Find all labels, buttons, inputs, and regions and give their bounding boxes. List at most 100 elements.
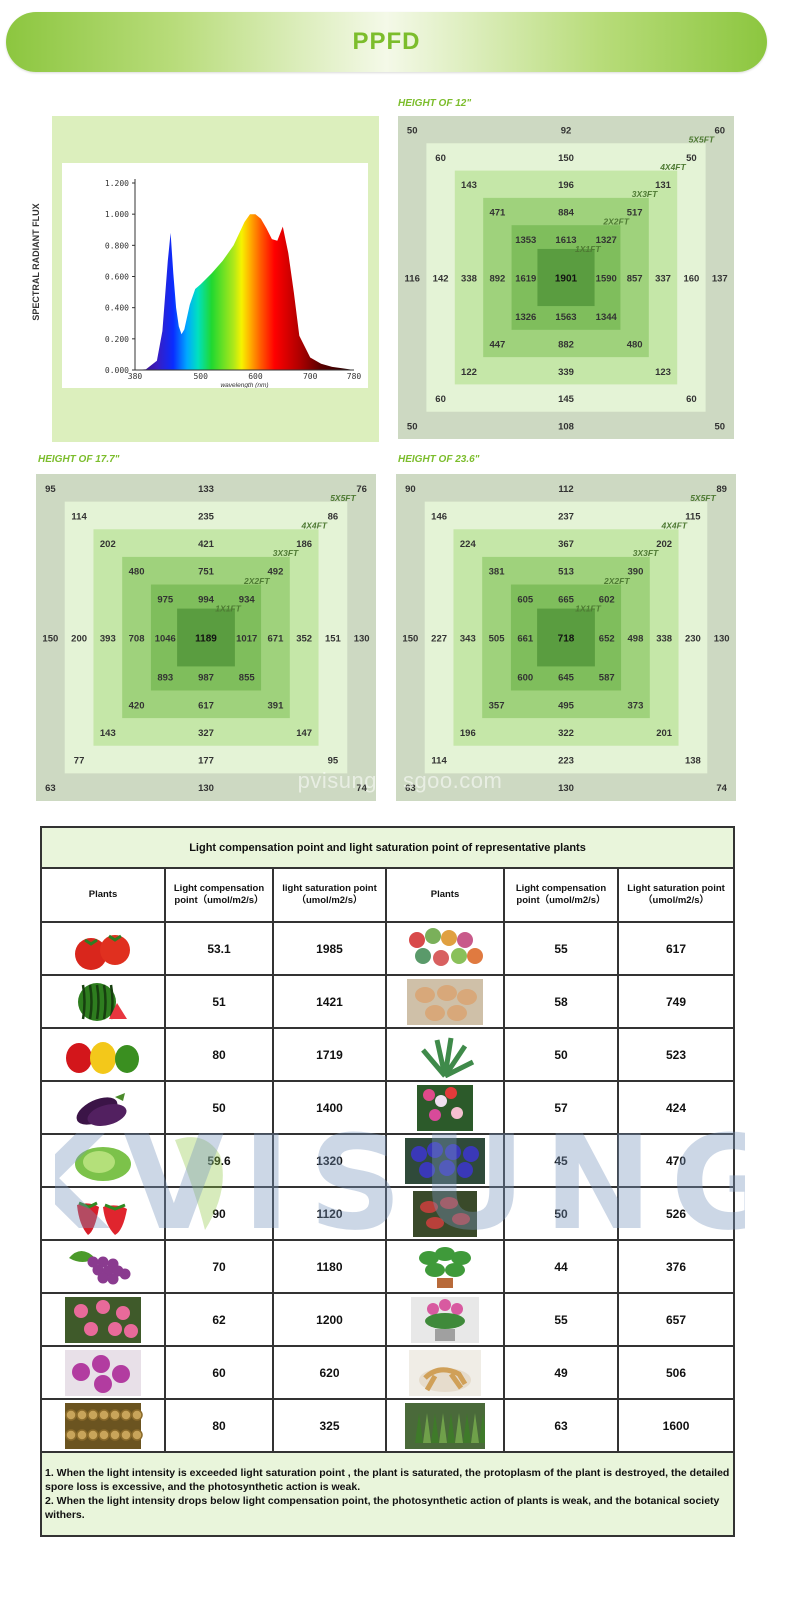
ppfd-center-cell (537, 608, 595, 667)
ppfd-ring-size-label: 1X1FT (575, 603, 601, 613)
lettuce-image (63, 1137, 143, 1184)
compensation-cell-right: 55 (503, 921, 619, 976)
saturation-cell-left: 1120 (272, 1186, 387, 1241)
ppfd-value-right: 151 (325, 634, 342, 645)
spectrum-x-tick-label: 780 (347, 372, 362, 381)
compensation-cell-right: 44 (503, 1239, 619, 1294)
saturation-cell-left: 620 (272, 1345, 387, 1400)
saturation-cell-left: 325 (272, 1398, 387, 1453)
ppfd-value-top-right: 517 (627, 208, 643, 219)
ppfd-value-right: 338 (656, 634, 672, 645)
ppfd-value-center: 1901 (555, 274, 578, 285)
ppfd-value-bottom-left: 1326 (515, 312, 536, 323)
ppfd-center-cell (177, 608, 235, 667)
plant-image-cell-right (385, 1186, 505, 1241)
ppfd-value-center: 718 (558, 634, 575, 645)
ppfd-value-bottom-right: 855 (239, 673, 256, 684)
aloe-image (405, 1031, 485, 1078)
ppfd-value-top-left: 605 (517, 594, 534, 605)
ppfd-value-bottom-left: 63 (405, 783, 416, 794)
ppfd-value-top-right: 89 (716, 484, 727, 495)
table-notes: 1. When the light intensity is exceeded … (39, 1451, 736, 1537)
ppfd-value-bottom-left: 143 (100, 728, 116, 739)
tomato-image (63, 925, 143, 972)
ppfd-value-top-left: 146 (431, 511, 447, 522)
ppfd-value-bottom-right: 373 (628, 700, 644, 711)
ppfd-value-top-left: 224 (460, 539, 477, 550)
table-row: 80 325 63 1600 (40, 1398, 736, 1453)
table-row: 90 1120 50 526 (40, 1186, 736, 1241)
succulents-image (405, 925, 485, 972)
ppfd-value-top-right: 602 (599, 594, 615, 605)
ppfd-value-top-right: 115 (685, 511, 701, 522)
ppfd-value-right: 137 (712, 274, 728, 285)
header-compensation-left: Light compensation point（umol/m2/s） (164, 867, 274, 923)
ppfd-value-top-right: 76 (356, 484, 367, 495)
ppfd-value-top-left: 471 (489, 208, 506, 219)
page-title: PPFD (352, 28, 421, 55)
ppfd-value-bottom-left: 420 (129, 700, 145, 711)
ppfd-value-left: 393 (100, 634, 116, 645)
spectrum-y-tick-label: 1.000 (105, 210, 129, 219)
ppfd-value-left: 150 (402, 634, 418, 645)
ppfd-value-top-right: 60 (715, 126, 726, 137)
ppfd-value-bottom: 130 (558, 783, 574, 794)
ppfd-value-left: 116 (405, 274, 420, 285)
spectrum-x-tick-label: 600 (248, 372, 263, 381)
saturation-cell-right: 657 (616, 1292, 736, 1347)
ppfd-value-left: 150 (42, 634, 58, 645)
ppfd-value-bottom: 177 (198, 756, 214, 767)
ppfd-value-top-right: 934 (239, 594, 256, 605)
ppfd-value-bottom-left: 357 (489, 700, 505, 711)
saturation-cell-right: 424 (616, 1080, 736, 1135)
table-header-row: Plants Light compensation point（umol/m2/… (40, 867, 736, 923)
gladiolus-image (417, 1084, 473, 1131)
saturation-cell-left: 1400 (272, 1080, 387, 1135)
ppfd-value-top-right: 50 (686, 153, 697, 164)
compensation-cell-left: 59.6 (164, 1133, 274, 1188)
ppfd-value-bottom: 645 (558, 673, 575, 684)
saturation-cell-left: 1985 (272, 921, 387, 976)
ppfd-value-right: 671 (268, 634, 285, 645)
african-violet-image (405, 1137, 485, 1184)
ppfd-value-top: 367 (558, 539, 574, 550)
plant-image-cell-left (40, 1133, 166, 1188)
ppfd-ring-size-label: 2X2FT (602, 217, 629, 227)
ppfd-value-bottom: 987 (198, 673, 214, 684)
compensation-cell-right: 58 (503, 974, 619, 1029)
orchid-image (65, 1349, 141, 1396)
ppfd-ring-size-label: 4X4FT (300, 521, 327, 531)
ppfd-value-bottom-right: 138 (685, 756, 701, 767)
spectrum-y-axis-label: SPECTRAL RADIANT FLUX (31, 203, 41, 321)
table-row: 62 1200 55 657 (40, 1292, 736, 1347)
ppfd-ring-size-label: 5X5FT (690, 493, 716, 503)
ppfd-value-right: 1017 (236, 634, 257, 645)
ppfd-value-left: 505 (489, 634, 506, 645)
ppfd-value-right: 160 (683, 274, 699, 285)
strawberry-image (63, 1190, 143, 1237)
plant-image-cell-right (385, 1239, 505, 1294)
header-saturation-left: light saturation point（umol/m2/s） (272, 867, 387, 923)
ppfd-value-top-left: 50 (407, 126, 418, 137)
spectrum-chart: 0.000 0.200 0.400 0.600 0.800 1.000 1.200 380 50… (62, 163, 368, 389)
header-plants-left: Plants (40, 867, 166, 923)
ppfd-ring-size-label: 4X4FT (660, 521, 687, 531)
ppfd-value-left: 142 (433, 274, 449, 285)
plant-image-cell-left (40, 974, 166, 1029)
ppfd-value-top-left: 95 (45, 484, 56, 495)
plant-image-cell-right (385, 974, 505, 1029)
ppfd-value-right: 652 (599, 634, 615, 645)
ppfd-value-bottom-right: 391 (268, 700, 285, 711)
ppfd-ring-size-label: 1X1FT (575, 244, 601, 254)
ppfd-value-left: 892 (489, 274, 505, 285)
ppfd-grid-svg: 90 112 89 150 130 63 130 74 5X5FT 146 237 115 227 230… (396, 474, 736, 801)
ppfd-value-bottom-right: 95 (328, 756, 339, 767)
ppfd-value-top-left: 480 (129, 567, 145, 578)
spectrum-x-tick-label: 500 (193, 372, 208, 381)
ppfd-ring-size-label: 1X1FT (215, 603, 241, 613)
ppfd-value-bottom: 495 (558, 700, 575, 711)
saturation-cell-right: 617 (616, 921, 736, 976)
compensation-cell-left: 60 (164, 1345, 274, 1400)
ppfd-value-top-right: 202 (656, 539, 672, 550)
compensation-cell-left: 51 (164, 974, 274, 1029)
